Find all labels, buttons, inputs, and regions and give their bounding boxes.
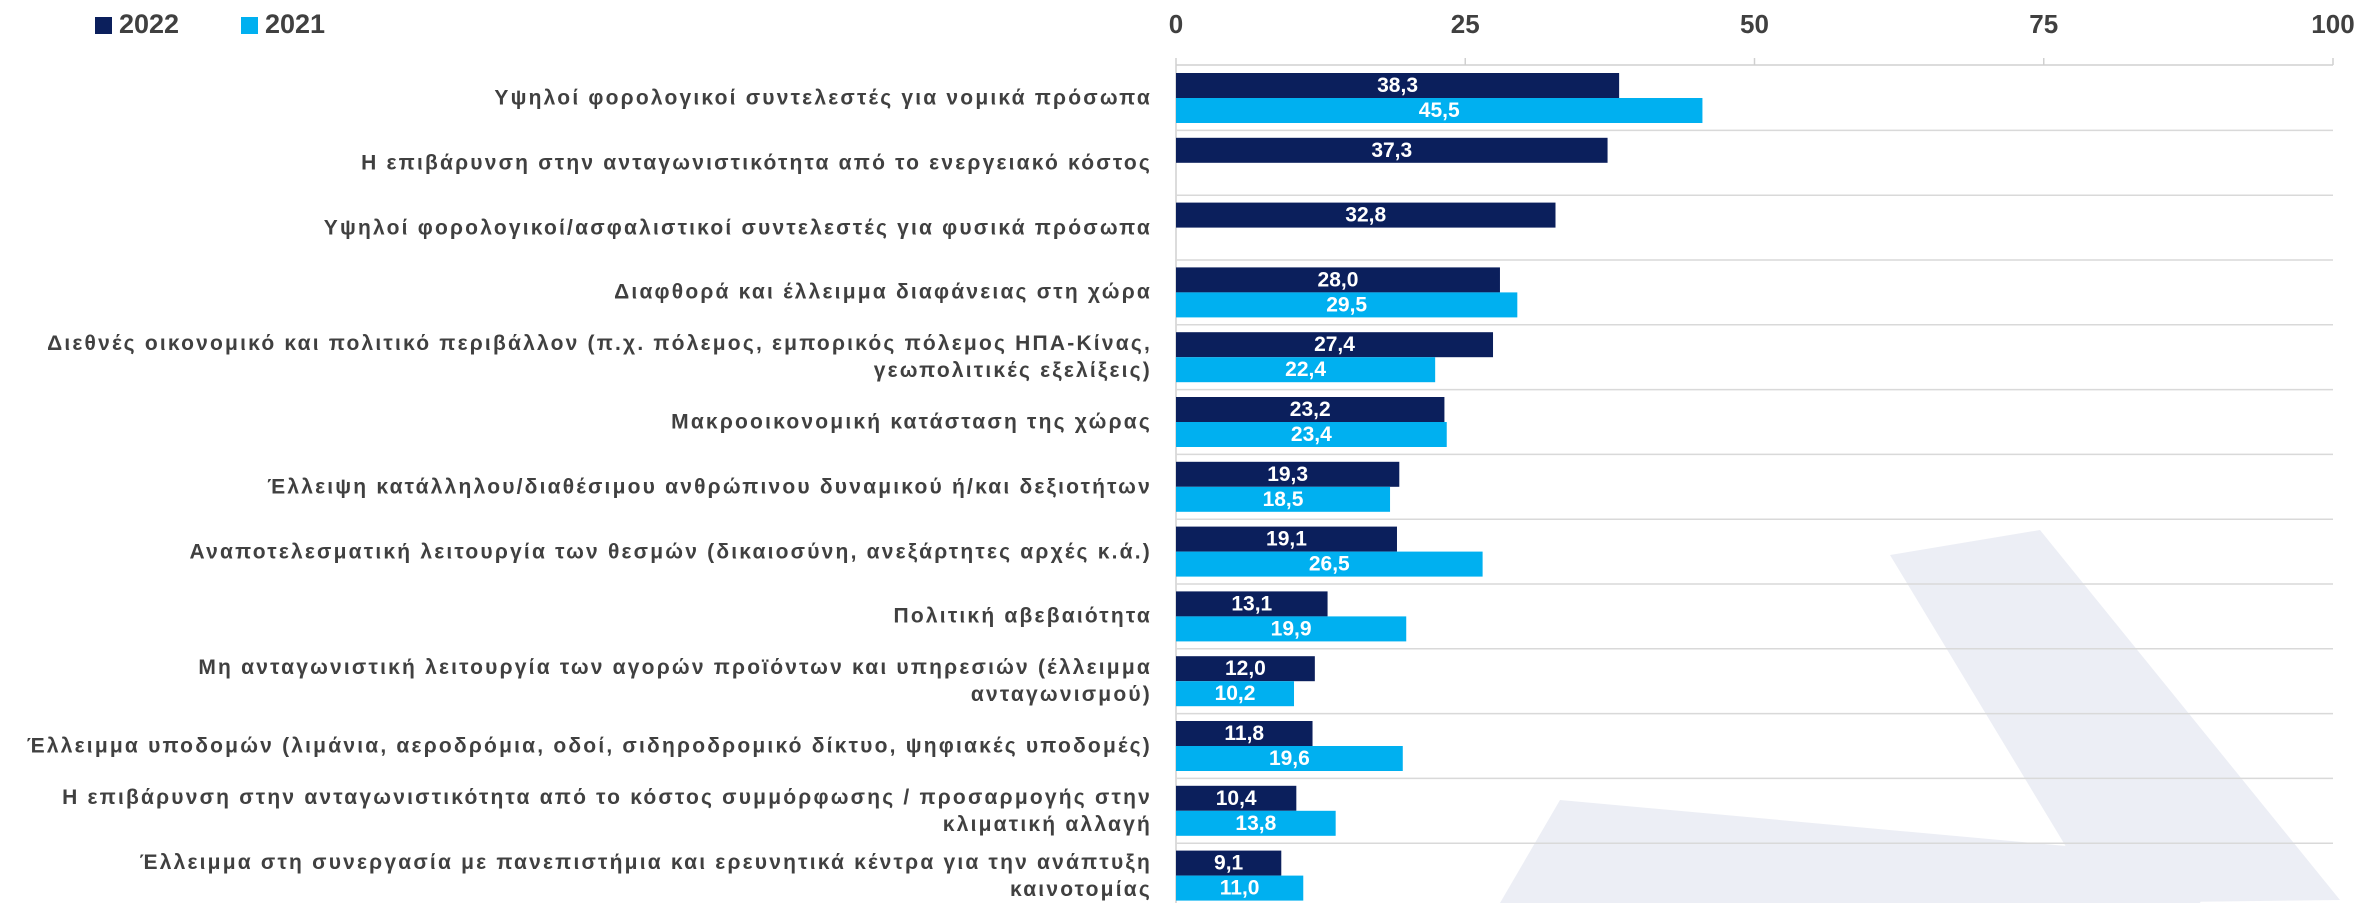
bar: [1176, 551, 1483, 577]
category-label: Μακροοικονομική κατάσταση της χώρας: [671, 410, 1152, 434]
value-label: 22,4: [1285, 358, 1326, 381]
bar: [1176, 850, 1282, 876]
value-label: 29,5: [1326, 293, 1367, 316]
value-label: 32,8: [1345, 204, 1386, 227]
bar: [1176, 656, 1315, 682]
x-tick-label: 75: [2029, 9, 2058, 39]
x-tick-label: 25: [1451, 9, 1480, 39]
value-label: 37,3: [1371, 139, 1412, 162]
value-label: 12,0: [1225, 657, 1266, 680]
bar: [1176, 292, 1518, 318]
legend-swatch: [241, 17, 258, 34]
category-label: Μη ανταγωνιστική λειτουργία των αγορών π…: [198, 656, 1152, 707]
bar: [1176, 137, 1608, 163]
watermark: [1890, 530, 2340, 903]
category-label: Έλλειψη κατάλληλου/διαθέσιμου ανθρώπινου…: [267, 475, 1152, 499]
value-label: 26,5: [1309, 553, 1350, 576]
bar: [1176, 746, 1403, 771]
bar: [1176, 202, 1556, 228]
bar: [1176, 875, 1304, 901]
bar: [1176, 332, 1494, 358]
x-tick-label: 100: [2311, 9, 2354, 39]
value-label: 10,4: [1216, 787, 1257, 810]
value-label: 23,4: [1291, 423, 1332, 446]
category-label: Υψηλοί φορολογικοί/ασφαλιστικοί συντελεσ…: [323, 216, 1152, 240]
bar: [1176, 591, 1328, 617]
category-label: Πολιτική αβεβαιότητα: [893, 604, 1152, 628]
value-label: 11,0: [1220, 877, 1260, 900]
value-label: 19,1: [1266, 528, 1307, 551]
x-tick-label: 50: [1740, 9, 1769, 39]
value-label: 38,3: [1377, 74, 1418, 97]
category-label: Έλλειμμα στη συνεργασία με πανεπιστήμια …: [139, 850, 1152, 901]
category-label: Αναποτελεσματική λειτουργία των θεσμών (…: [189, 540, 1152, 564]
category-label: Υψηλοί φορολογικοί συντελεστές για νομικ…: [494, 86, 1152, 110]
bar: [1176, 267, 1500, 293]
bar: [1176, 486, 1391, 512]
legend-label: 2021: [265, 9, 325, 39]
bar: [1176, 73, 1620, 98]
value-label: 19,6: [1269, 747, 1310, 770]
category-label: Η επιβάρυνση στην ανταγωνιστικότητα από …: [361, 151, 1152, 175]
bar: [1176, 461, 1400, 487]
category-label: Διαφθορά και έλλειμμα διαφάνειας στη χώρ…: [614, 280, 1152, 304]
bar: [1176, 681, 1295, 707]
bar: [1176, 397, 1445, 422]
value-label: 27,4: [1314, 333, 1355, 356]
bar: [1176, 721, 1313, 746]
legend-swatch: [95, 17, 112, 34]
value-label: 18,5: [1263, 488, 1304, 511]
value-label: 13,8: [1235, 812, 1276, 835]
value-label: 19,3: [1267, 463, 1308, 486]
value-label: 9,1: [1214, 852, 1244, 875]
bar: [1176, 785, 1297, 811]
x-tick-label: 0: [1169, 9, 1183, 39]
value-label: 23,2: [1290, 398, 1331, 421]
bar: [1176, 98, 1703, 123]
bar: [1176, 422, 1447, 447]
category-label: Η επιβάρυνση στην ανταγωνιστικότητα από …: [62, 785, 1152, 836]
value-label: 45,5: [1419, 99, 1460, 122]
value-label: 10,2: [1215, 682, 1256, 705]
bar: [1176, 526, 1397, 552]
legend-label: 2022: [119, 9, 179, 39]
bar: [1176, 357, 1436, 383]
value-label: 19,9: [1271, 617, 1312, 640]
value-label: 11,8: [1224, 722, 1264, 745]
category-label: Διεθνές οικονομικό και πολιτικό περιβάλλ…: [47, 332, 1152, 383]
bar: [1176, 616, 1407, 642]
watermark: [1500, 800, 2220, 903]
value-label: 13,1: [1231, 592, 1272, 615]
value-label: 28,0: [1318, 268, 1359, 291]
category-label: Έλλειμμα υποδομών (λιμάνια, αεροδρόμια, …: [26, 734, 1152, 758]
bar: [1176, 810, 1336, 836]
